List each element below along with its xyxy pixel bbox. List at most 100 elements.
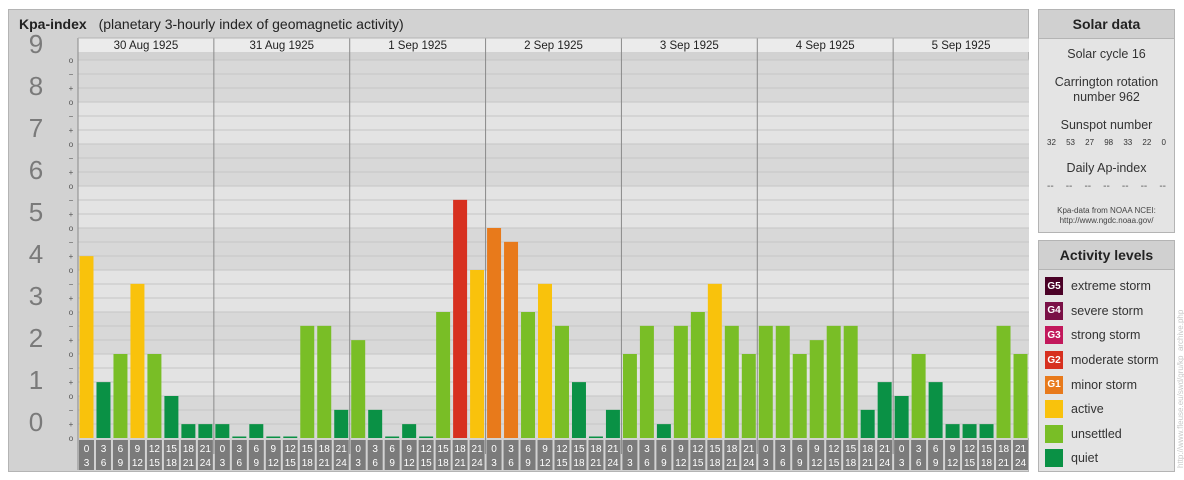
activity-level-swatch: G3 — [1045, 326, 1063, 345]
kp-bar — [368, 409, 383, 438]
hour-cell — [180, 440, 196, 470]
chart-title-main: Kpa-index — [19, 16, 87, 32]
hour-end-label: 9 — [389, 458, 395, 469]
hour-cell — [299, 440, 315, 470]
sub-tick-label: − — [69, 70, 74, 79]
kp-bar — [758, 325, 773, 438]
y-tick-label: 8 — [29, 71, 43, 101]
hour-cell — [537, 440, 553, 470]
hour-cell — [996, 440, 1012, 470]
hour-cell — [214, 440, 230, 470]
hour-cell — [724, 440, 740, 470]
y-tick-label: 0 — [29, 407, 43, 437]
kp-bar — [894, 396, 909, 438]
hour-start-label: 0 — [899, 444, 905, 455]
hour-end-label: 15 — [285, 458, 297, 469]
sunspot-value: 0 — [1161, 138, 1166, 147]
y-tick-label: 4 — [29, 239, 43, 269]
hour-end-label: 21 — [455, 458, 467, 469]
hour-end-label: 6 — [237, 458, 243, 469]
chart-subtitle: (planetary 3-hourly index of geomagnetic… — [98, 16, 404, 32]
activity-level-row: active — [1039, 397, 1174, 422]
hour-cell — [367, 440, 383, 470]
hour-start-label: 9 — [950, 444, 956, 455]
hour-cell — [265, 440, 281, 470]
hour-cell — [843, 440, 859, 470]
hour-start-label: 18 — [726, 444, 738, 455]
activity-levels-list: G5 extreme storm G4 severe storm G3 strong st… — [1039, 270, 1174, 471]
hour-start-label: 21 — [743, 444, 755, 455]
hour-start-label: 9 — [678, 444, 684, 455]
kp-bar — [351, 340, 366, 438]
ap-index-value: -- — [1047, 181, 1054, 192]
kp-bar — [96, 382, 111, 438]
hour-end-label: 12 — [811, 458, 823, 469]
hour-end-label: 3 — [899, 458, 905, 469]
level-band — [78, 270, 1029, 312]
hour-start-label: 18 — [455, 444, 467, 455]
hour-start-label: 6 — [389, 444, 395, 455]
sunspot-value: 98 — [1104, 138, 1114, 147]
hour-cell — [605, 440, 621, 470]
kp-bar — [945, 424, 960, 438]
sunspot-values: 32 53 27 98 33 22 0 — [1039, 138, 1174, 147]
kp-bar — [198, 424, 213, 438]
hour-end-label: 18 — [438, 458, 450, 469]
hour-cell — [231, 440, 247, 470]
kp-bar — [911, 354, 926, 438]
hour-cell — [962, 440, 978, 470]
hour-start-label: 0 — [84, 444, 90, 455]
kp-bar — [928, 382, 943, 438]
kp-bar — [843, 325, 858, 438]
hour-end-label: 12 — [132, 458, 144, 469]
kp-bar — [622, 354, 637, 438]
y-tick-label: 9 — [29, 29, 43, 59]
sub-tick-label: + — [69, 168, 74, 177]
activity-levels-header: Activity levels — [1039, 241, 1174, 270]
hour-cell — [877, 440, 893, 470]
activity-level-row: unsettled — [1039, 422, 1174, 447]
hour-start-label: 3 — [101, 444, 107, 455]
carrington-line-2: number 962 — [1073, 90, 1140, 104]
sub-tick-label: + — [69, 294, 74, 303]
kp-bar — [79, 256, 94, 438]
source-line-2: http://www.ngdc.noaa.gov/ — [1059, 216, 1154, 225]
kp-bar — [588, 436, 603, 438]
y-tick-label: 7 — [29, 113, 43, 143]
hour-start-label: 0 — [491, 444, 497, 455]
kp-bar — [877, 382, 892, 438]
activity-level-label: unsettled — [1071, 426, 1122, 441]
sub-tick-label: + — [69, 84, 74, 93]
hour-cell — [401, 440, 417, 470]
activity-level-row: G2 moderate storm — [1039, 348, 1174, 373]
kp-bar — [605, 409, 620, 438]
hour-start-label: 3 — [372, 444, 378, 455]
kp-bar — [283, 436, 298, 438]
hour-start-label: 6 — [118, 444, 124, 455]
hour-cell — [554, 440, 570, 470]
hour-end-label: 15 — [828, 458, 840, 469]
hour-end-label: 24 — [200, 458, 212, 469]
kp-bar — [215, 424, 230, 438]
hour-cell — [809, 440, 825, 470]
hour-cell — [452, 440, 468, 470]
hour-cell — [129, 440, 145, 470]
sub-tick-label: o — [69, 140, 74, 149]
kp-bar — [775, 325, 790, 438]
hour-cell — [79, 440, 94, 470]
kp-bar — [470, 270, 485, 438]
hour-end-label: 15 — [149, 458, 161, 469]
hour-end-label: 24 — [1015, 458, 1027, 469]
hour-end-label: 9 — [797, 458, 803, 469]
hour-cell — [112, 440, 128, 470]
kp-bar — [673, 325, 688, 438]
sunspot-value: 32 — [1047, 138, 1056, 147]
hour-end-label: 18 — [845, 458, 857, 469]
sub-tick-label: o — [69, 350, 74, 359]
hour-cell — [384, 440, 400, 470]
level-band — [78, 354, 1029, 396]
kp-bar — [1013, 354, 1028, 438]
kp-bar — [826, 325, 841, 438]
hour-start-label: 3 — [780, 444, 786, 455]
hour-cell — [894, 440, 910, 470]
